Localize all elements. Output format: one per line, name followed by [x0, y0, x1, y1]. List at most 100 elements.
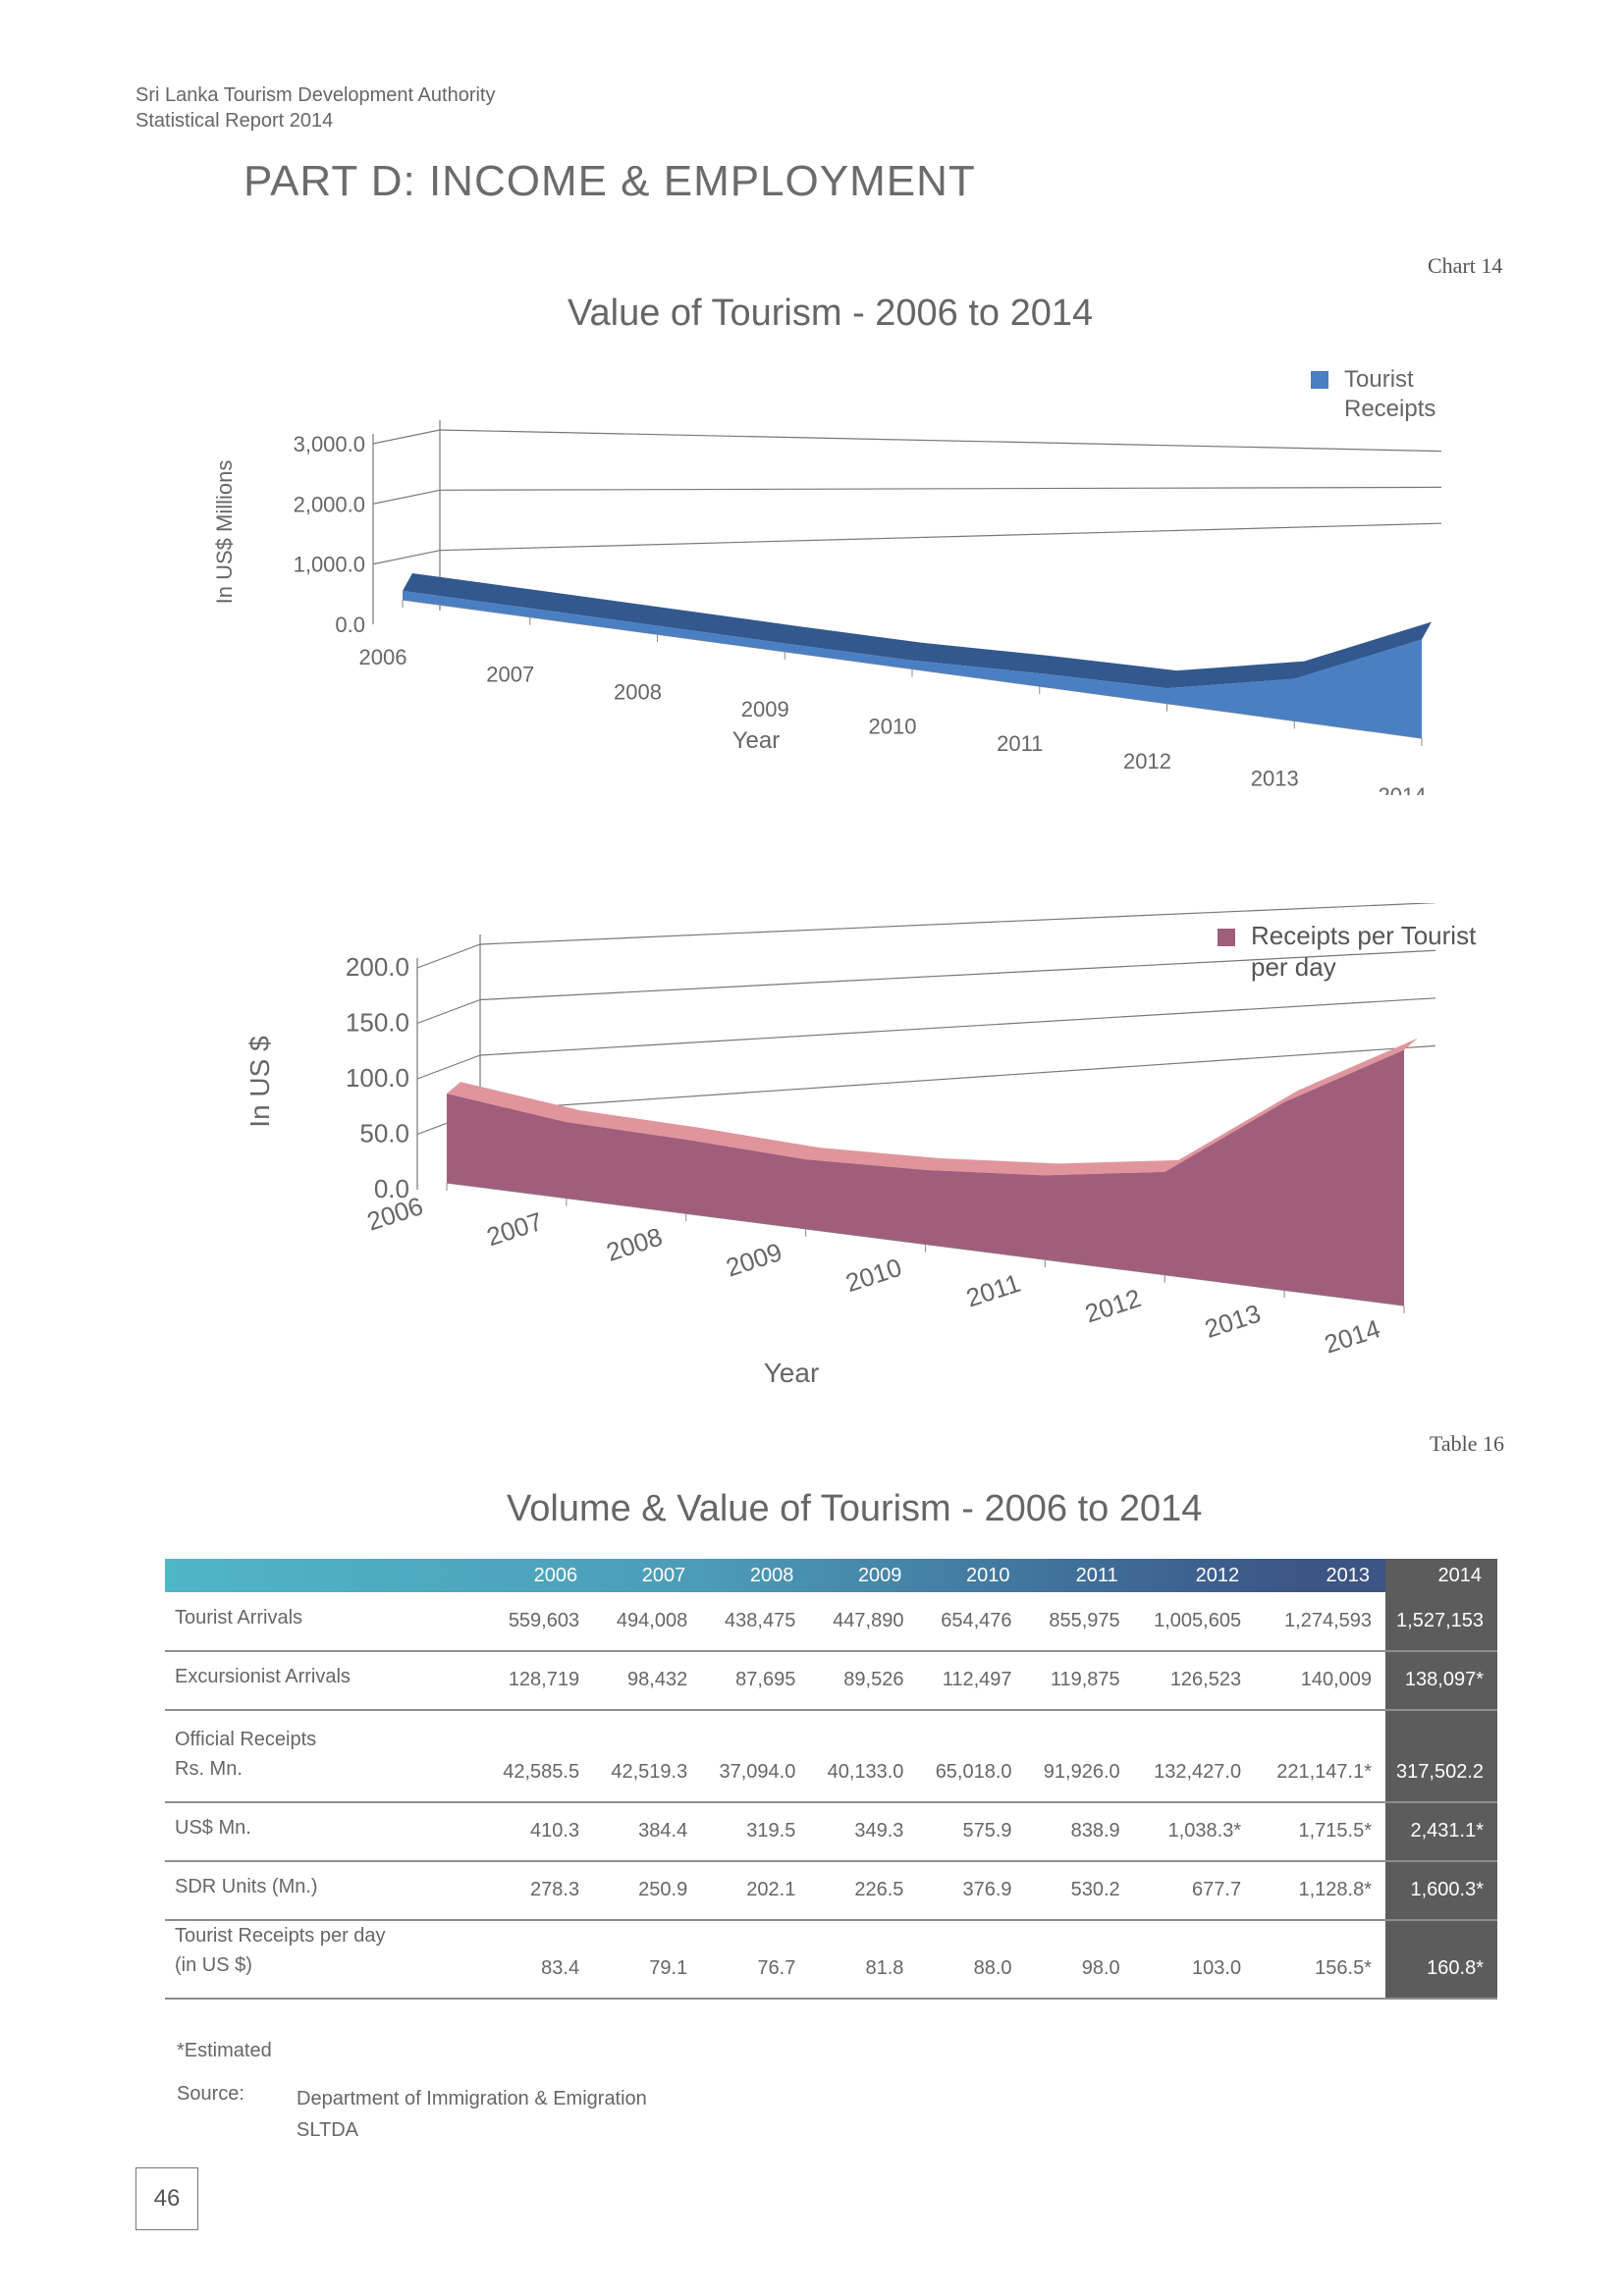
y-tick-label: 2,000.0 — [294, 492, 365, 516]
row-label: SDR Units (Mn.) — [165, 1861, 485, 1921]
source-line: Department of Immigration & Emigration — [297, 2088, 647, 2109]
table-cell: 119,875 — [1025, 1651, 1134, 1711]
x-tick-label: 2012 — [1081, 1283, 1144, 1328]
page-number: 46 — [135, 2167, 198, 2230]
footnote: *Estimated — [177, 2040, 272, 2061]
chart-title: Value of Tourism - 2006 to 2014 — [568, 293, 1094, 334]
grid-line — [439, 486, 1442, 491]
grid-line — [479, 1044, 1436, 1112]
row-label: Excursionist Arrivals — [165, 1651, 485, 1711]
table-cell: 79.1 — [593, 1920, 702, 2000]
table-cell: 76.7 — [701, 1920, 810, 2000]
legend-swatch — [1218, 929, 1235, 946]
grid-line — [479, 997, 1436, 1056]
table-header-row: 2006 2007 2008 2009 2010 2011 2012 2013 … — [165, 1559, 1497, 1592]
y-tick-label: 200.0 — [346, 952, 409, 982]
x-tick-label: 2006 — [363, 1191, 426, 1236]
table-cell: 410.3 — [485, 1802, 594, 1862]
table-cell: 83.4 — [485, 1920, 594, 2000]
tourism-table: 2006 2007 2008 2009 2010 2011 2012 2013 … — [165, 1559, 1497, 2000]
legend-label: Receipts per Tourist per day — [1251, 921, 1477, 982]
x-axis-title: Year — [732, 727, 781, 754]
table-cell: 855,975 — [1025, 1592, 1134, 1652]
table-row: Tourist Arrivals 559,603 494,008 438,475 447… — [165, 1592, 1497, 1652]
table-cell: 250.9 — [593, 1861, 702, 1921]
x-tick-label: 2007 — [486, 663, 534, 687]
x-tick-label: 2009 — [723, 1237, 785, 1282]
table-cell: 88.0 — [917, 1920, 1026, 2000]
table-cell: 438,475 — [701, 1592, 810, 1652]
source-line: SLTDA — [297, 2119, 358, 2141]
table-cell: 221,147.1* — [1255, 1710, 1385, 1803]
source-list: Department of Immigration & Emigration S… — [297, 2083, 647, 2146]
table-row: Tourist Receipts per day (in US $) 83.4 79… — [165, 1920, 1497, 2000]
y-tick-label: 150.0 — [346, 1008, 409, 1038]
header-year: 2011 — [1075, 1564, 1118, 1586]
y-tick-label: 1,000.0 — [294, 553, 365, 577]
row-label: US$ Mn. — [165, 1802, 485, 1862]
x-tick-label: 2014 — [1379, 783, 1427, 795]
table-cell: 494,008 — [593, 1592, 702, 1652]
table-cell: 278.3 — [485, 1861, 594, 1921]
row-label: Official Receipts Rs. Mn. — [165, 1710, 485, 1803]
report-header: Sri Lanka Tourism Development Authority … — [135, 82, 495, 133]
table-cell: 226.5 — [809, 1861, 918, 1921]
row-label: Tourist Receipts per day (in US $) — [165, 1920, 485, 2000]
table-cell: 87,695 — [701, 1651, 810, 1711]
part-title: PART D: INCOME & EMPLOYMENT — [244, 157, 976, 205]
table-cell: 103.0 — [1133, 1920, 1256, 2000]
x-tick-label: 2010 — [869, 715, 917, 739]
header-year: 2009 — [857, 1564, 902, 1586]
header-year: 2006 — [533, 1564, 578, 1586]
table-cell: 1,005,605 — [1133, 1592, 1256, 1652]
table-cell: 319.5 — [701, 1802, 810, 1862]
report-name: Statistical Report 2014 — [135, 110, 334, 132]
chart-ref: Chart 14 — [1428, 253, 1503, 278]
source-label: Source: — [177, 2083, 244, 2105]
y-tick-label: 0.0 — [335, 613, 365, 637]
grid-line — [372, 550, 441, 565]
table-row: Official Receipts Rs. Mn. 42,585.5 42,519.… — [165, 1710, 1497, 1803]
header-year: 2014 — [1385, 1559, 1497, 1592]
x-tick-label: 2014 — [1321, 1313, 1383, 1359]
x-tick-label: 2011 — [997, 731, 1043, 756]
table-title: Volume & Value of Tourism - 2006 to 2014 — [507, 1488, 1203, 1529]
header-blank — [165, 1559, 485, 1592]
table-cell: 384.4 — [593, 1802, 702, 1862]
header-year: 2007 — [641, 1564, 686, 1586]
x-tick-label: 2009 — [741, 697, 789, 721]
x-tick-label: 2013 — [1201, 1299, 1264, 1344]
table-cell: 65,018.0 — [917, 1710, 1026, 1803]
grid-line — [416, 1054, 481, 1080]
x-tick-label: 2008 — [614, 679, 662, 704]
table-cell: 132,427.0 — [1133, 1710, 1256, 1803]
legend-label: Tourist Receipts — [1344, 366, 1435, 422]
table-cell: 349.3 — [809, 1802, 918, 1862]
grid-line — [416, 943, 481, 969]
grid-line — [372, 489, 441, 505]
table-cell: 140,009 — [1255, 1651, 1385, 1711]
table-row: SDR Units (Mn.) 278.3 250.9 202.1 226.5 376.9… — [165, 1861, 1497, 1921]
tourist-receipts-chart: 3,000.0 2,000.0 1,000.0 0.0 2006 2007 2008 2009… — [212, 366, 1442, 795]
legend-swatch — [1311, 371, 1328, 389]
grid-line — [479, 949, 1436, 1001]
table-cell: 2,431.1* — [1385, 1802, 1497, 1862]
y-tick-label: 3,000.0 — [294, 432, 365, 456]
y-tick-label: 50.0 — [359, 1119, 409, 1148]
table-cell: 156.5* — [1255, 1920, 1385, 2000]
table-cell: 112,497 — [917, 1651, 1026, 1711]
table-cell: 838.9 — [1025, 1802, 1134, 1862]
grid-line — [416, 998, 481, 1025]
table-cell: 81.8 — [809, 1920, 918, 2000]
table-cell: 91,926.0 — [1025, 1710, 1134, 1803]
table-cell: 160.8* — [1385, 1920, 1497, 2000]
table-cell: 126,523 — [1133, 1651, 1256, 1711]
table-row: US$ Mn. 410.3 384.4 319.5 349.3 575.9 838.9 1,0… — [165, 1802, 1497, 1862]
grid-line — [479, 903, 1436, 945]
table-cell: 98.0 — [1025, 1920, 1134, 2000]
x-tick-label: 2010 — [842, 1253, 905, 1298]
y-axis-title: In US$ Millions — [212, 460, 237, 605]
y-axis-title: In US $ — [244, 1036, 275, 1128]
table-cell: 530.2 — [1025, 1861, 1134, 1921]
